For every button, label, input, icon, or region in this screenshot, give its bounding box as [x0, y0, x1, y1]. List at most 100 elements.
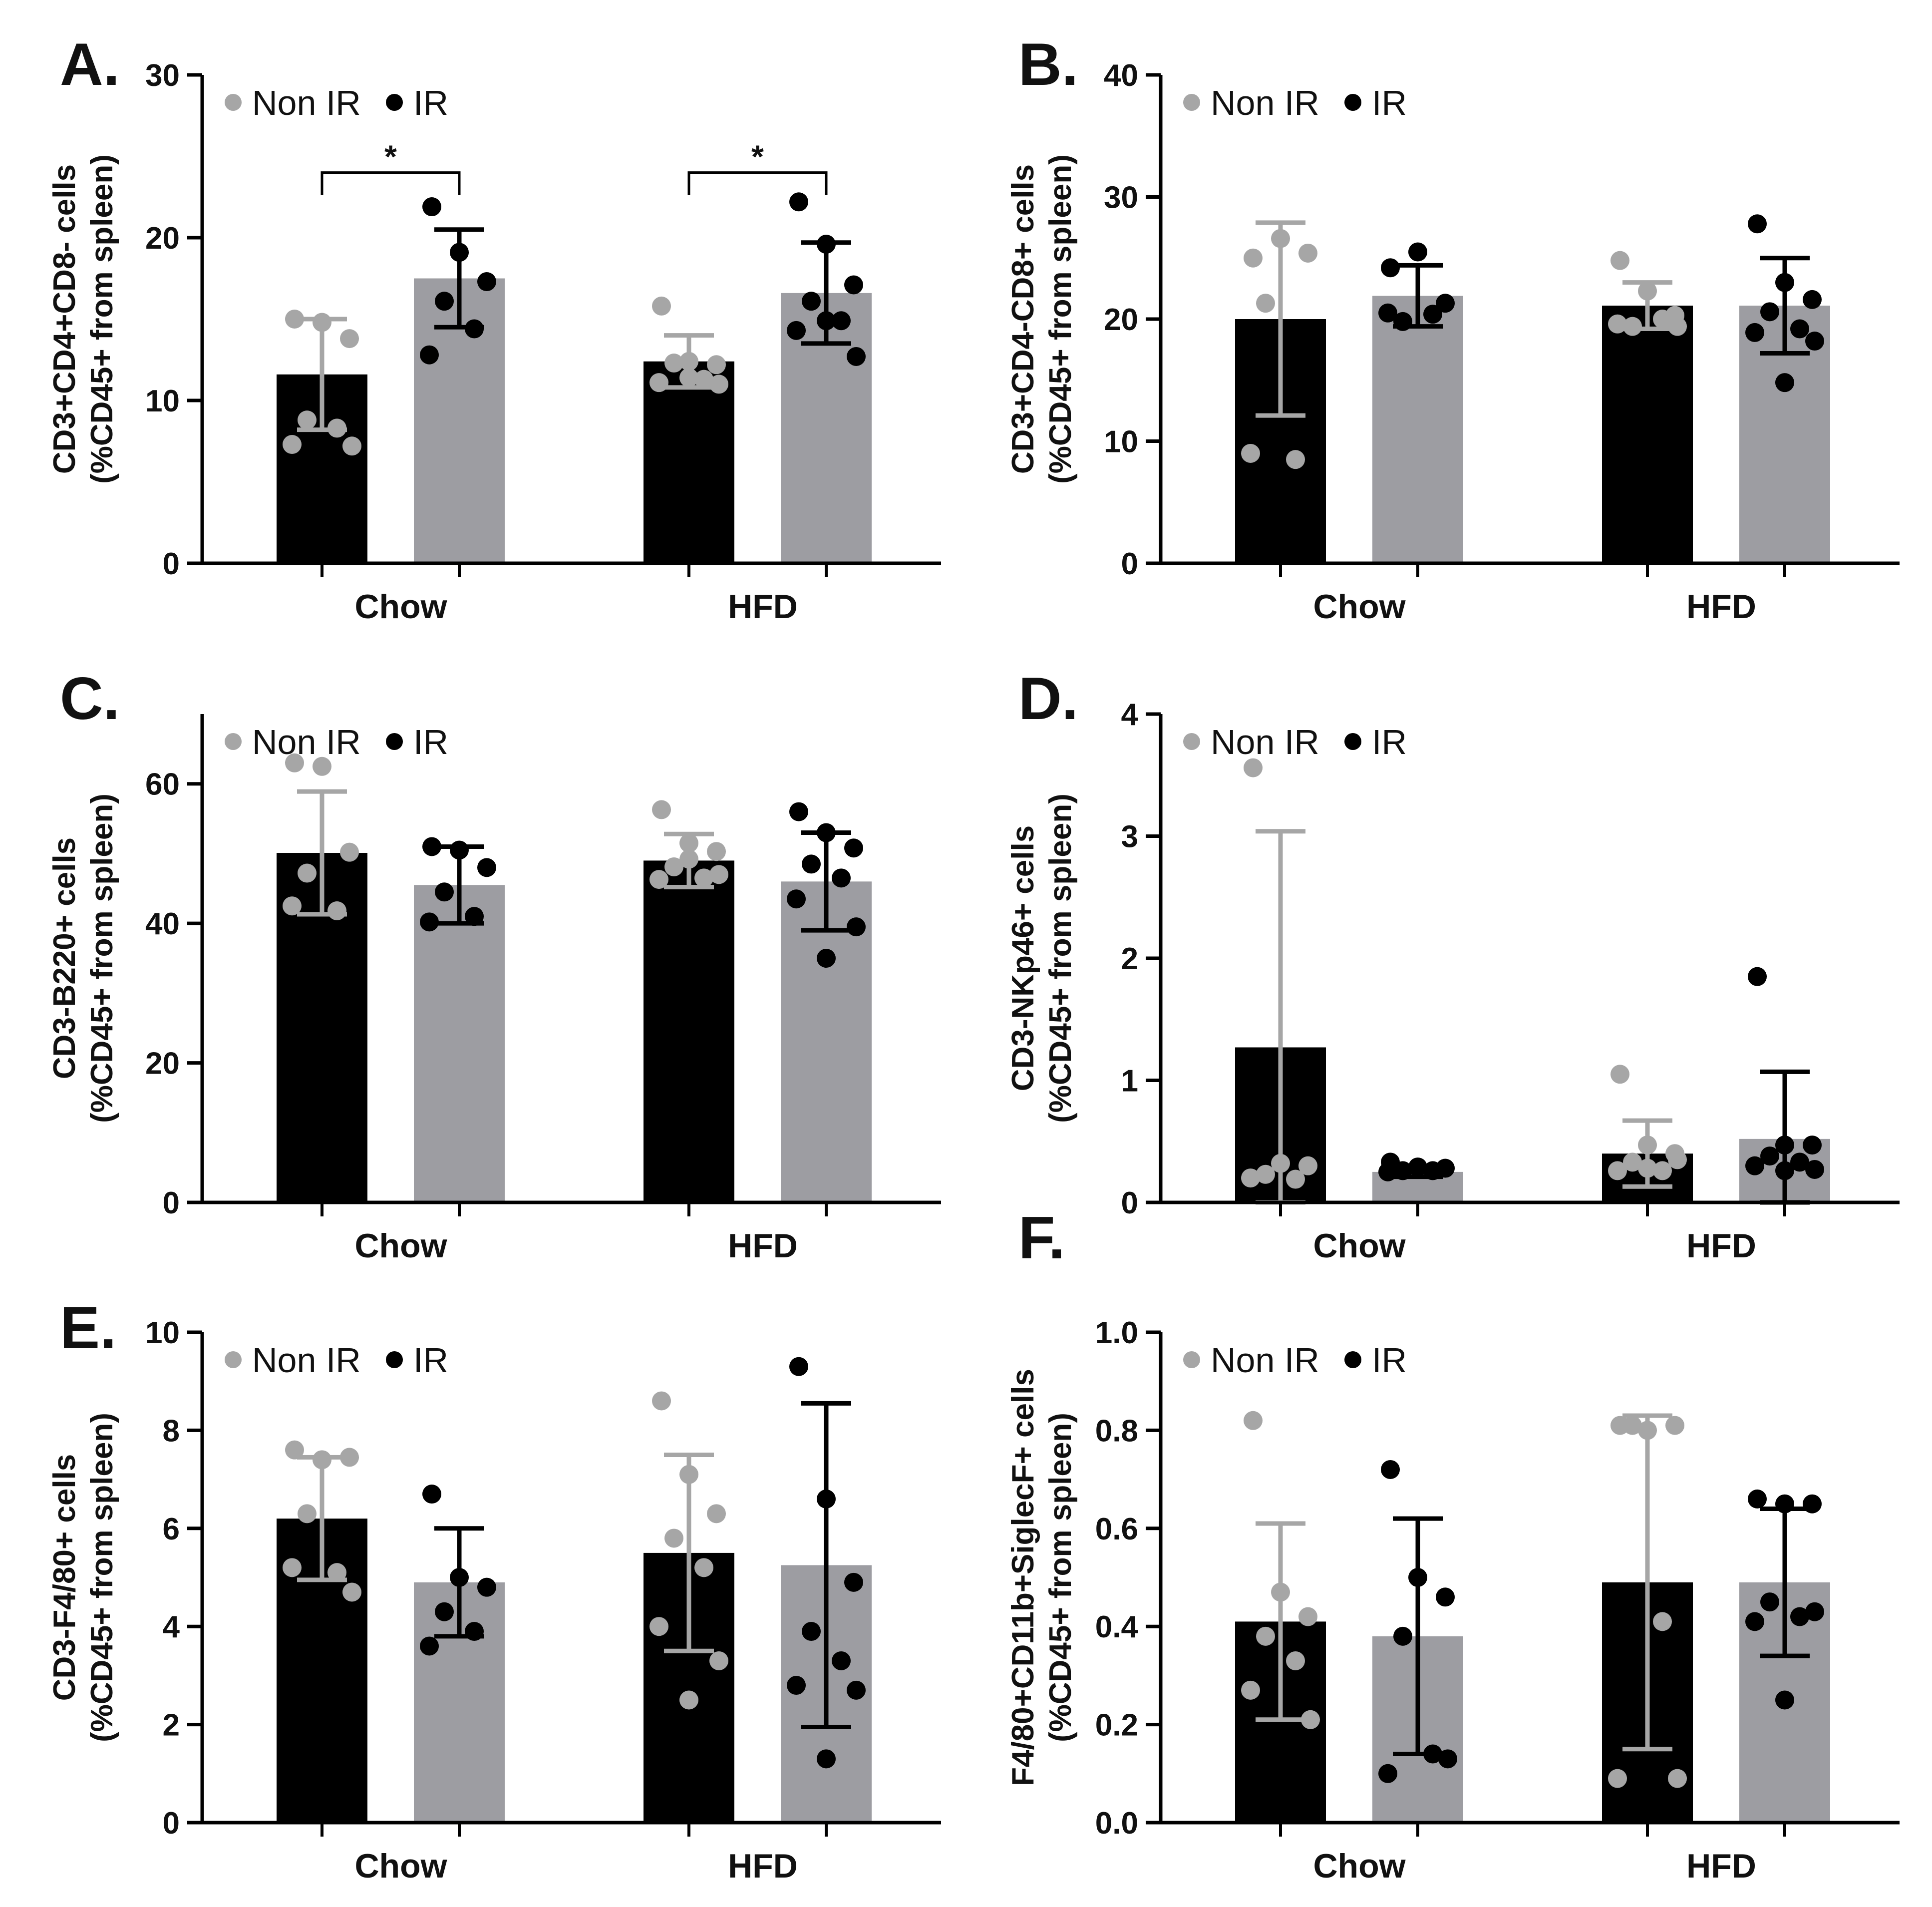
y-axis-title: F4/80+CD11b+SiglecF+ cells	[1006, 1369, 1040, 1786]
data-point	[477, 1577, 496, 1597]
data-point	[1608, 314, 1627, 334]
data-point	[789, 802, 808, 821]
data-point	[664, 354, 683, 373]
data-point	[1668, 317, 1687, 336]
panel-f: F. F4/80+CD11b+SiglecF+ cells (%CD45+ from…	[1006, 1204, 1900, 1885]
data-point	[844, 838, 863, 858]
data-point	[1805, 1602, 1824, 1621]
data-point	[298, 410, 317, 430]
legend-label-ir: IR	[1372, 83, 1407, 122]
data-point	[340, 1448, 359, 1467]
data-point	[340, 842, 359, 862]
data-point	[342, 1582, 361, 1602]
data-point	[1393, 312, 1412, 331]
data-point	[1608, 1769, 1627, 1788]
y-axis-title: CD3-B220+ cells	[47, 837, 82, 1079]
y-tick-label: 40	[1104, 58, 1138, 93]
y-axis-title-sub: (%CD45+ from spleen)	[1043, 793, 1078, 1123]
panel-label: D.	[1018, 665, 1078, 732]
y-tick-label: 0	[1121, 547, 1138, 581]
y-axis-title-sub: (%CD45+ from spleen)	[1043, 1413, 1078, 1742]
data-point	[789, 192, 808, 212]
data-point	[313, 1450, 331, 1470]
panel-label: F.	[1018, 1204, 1065, 1271]
data-point	[694, 1558, 713, 1577]
panel-label: B.	[1018, 31, 1078, 98]
y-axis-title-sub: (%CD45+ from spleen)	[1043, 154, 1078, 484]
legend-marker-non-ir	[1183, 1351, 1200, 1368]
data-point	[1610, 1065, 1629, 1084]
y-axis-title-sub: (%CD45+ from spleen)	[85, 154, 119, 484]
data-point	[1610, 251, 1629, 270]
data-point	[1745, 323, 1764, 342]
data-point	[1775, 1136, 1794, 1155]
data-point	[679, 368, 698, 387]
data-point	[679, 1465, 698, 1484]
data-point	[283, 896, 302, 916]
data-point	[1256, 1626, 1275, 1646]
data-point	[1436, 294, 1455, 313]
data-point	[1298, 1607, 1317, 1626]
data-point	[420, 1636, 439, 1656]
data-point	[477, 858, 496, 877]
data-point	[1803, 1136, 1822, 1155]
data-point	[342, 436, 361, 456]
data-point	[1775, 373, 1794, 392]
legend-marker-ir	[386, 733, 403, 750]
data-point	[1378, 1162, 1397, 1181]
legend-label-non-ir: Non IR	[252, 83, 361, 122]
significance-bracket	[321, 171, 461, 195]
legend-label-ir: IR	[1372, 723, 1407, 762]
x-tick-label: HFD	[728, 588, 798, 626]
data-point	[802, 1622, 821, 1641]
y-tick-label: 20	[1104, 303, 1138, 337]
data-point	[1271, 1153, 1290, 1173]
panel-label: A.	[60, 31, 120, 98]
data-point	[1378, 303, 1397, 323]
data-point	[1803, 1494, 1822, 1514]
y-tick-label: 4	[163, 1610, 180, 1644]
data-point	[1286, 1169, 1305, 1189]
x-tick-label: HFD	[1686, 1847, 1756, 1885]
y-tick-label: 0	[163, 1186, 180, 1220]
y-tick-label: 10	[145, 384, 180, 418]
bar-non-ir-hfd	[1602, 306, 1693, 563]
data-point	[298, 1504, 317, 1524]
y-tick-label: 10	[1104, 425, 1138, 459]
data-point	[817, 235, 836, 254]
data-point	[1244, 248, 1263, 268]
data-point	[285, 1440, 304, 1460]
data-point	[1805, 332, 1824, 351]
data-point	[709, 375, 728, 394]
data-point	[1436, 1587, 1455, 1607]
y-tick-label: 1.0	[1095, 1316, 1138, 1350]
legend-label-non-ir: Non IR	[1211, 723, 1319, 762]
bar-non-ir-hfd	[644, 361, 734, 563]
data-point	[832, 1651, 851, 1670]
data-point	[1393, 1161, 1412, 1180]
data-point	[649, 373, 668, 392]
data-point	[1623, 1152, 1642, 1172]
data-point	[652, 1391, 671, 1411]
data-point	[1745, 1612, 1764, 1631]
data-point	[817, 949, 836, 968]
data-point	[1790, 319, 1809, 339]
significance-star: *	[384, 139, 397, 175]
data-point	[1608, 1161, 1627, 1180]
y-tick-label: 0.6	[1095, 1512, 1138, 1546]
legend-marker-ir	[1344, 1351, 1361, 1368]
data-point	[1438, 1749, 1457, 1769]
data-point	[285, 310, 304, 329]
data-point	[1271, 1582, 1290, 1602]
data-point	[652, 296, 671, 316]
y-tick-label: 3	[1121, 820, 1138, 854]
data-point	[327, 901, 346, 920]
panel-c: C. CD3-B220+ cells (%CD45+ from spleen) 0 20…	[47, 665, 941, 1265]
data-point	[1638, 1421, 1657, 1440]
data-point	[817, 823, 836, 842]
data-point	[1653, 310, 1672, 329]
y-tick-label: 60	[145, 767, 180, 802]
data-point	[1298, 1156, 1317, 1175]
legend-label-ir: IR	[413, 83, 448, 122]
data-point	[1775, 1494, 1794, 1514]
